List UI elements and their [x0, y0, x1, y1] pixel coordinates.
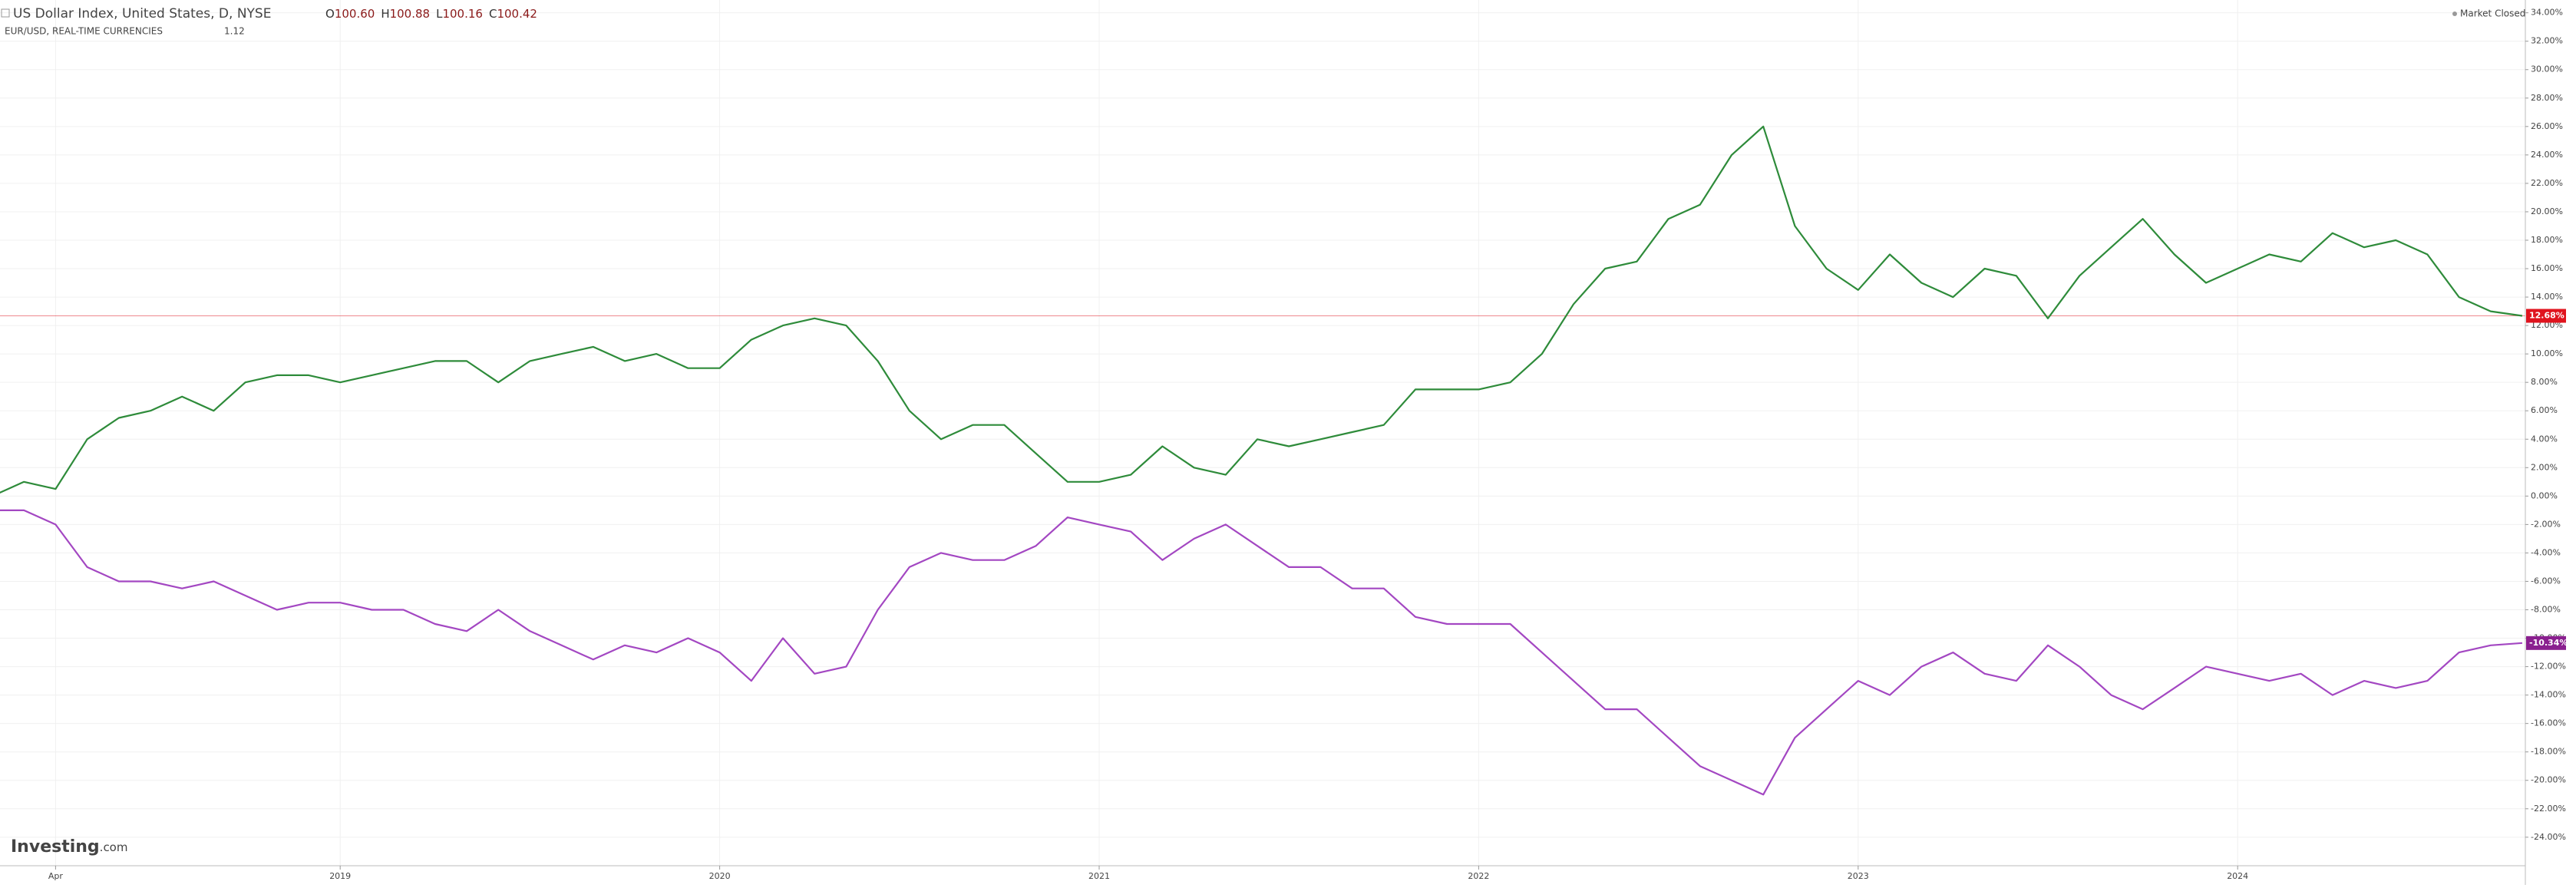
y-tick-label: 6.00%: [2531, 405, 2558, 415]
y-tick-label: 24.00%: [2531, 150, 2563, 160]
x-tick-label: Apr: [48, 871, 64, 881]
ohlc-key: H: [381, 7, 389, 21]
logo: Investing.com: [11, 837, 127, 857]
ohlc-value: 100.16: [442, 7, 483, 21]
y-tick-label: 2.00%: [2531, 462, 2558, 472]
series-line: [0, 509, 2523, 796]
ohlc-key: C: [489, 7, 497, 21]
market-status: Market Closed: [2460, 8, 2525, 19]
y-tick-label: 14.00%: [2531, 292, 2563, 302]
y-tick-label: 4.00%: [2531, 434, 2558, 444]
y-tick-label: -2.00%: [2531, 519, 2561, 529]
compare-symbol: EUR/USD, REAL-TIME CURRENCIES: [5, 26, 163, 37]
y-tick-label: 28.00%: [2531, 93, 2563, 103]
x-tick-label: 2024: [2227, 871, 2248, 881]
ohlc-value: 100.88: [390, 7, 431, 21]
ohlc-key: O: [325, 7, 335, 21]
symbol-title: US Dollar Index, United States, D, NYSE: [13, 6, 271, 21]
ohlc: O100.60 H100.88 L100.16 C100.42: [325, 7, 537, 21]
x-tick-label: 2021: [1088, 871, 1110, 881]
y-tick-label: 26.00%: [2531, 121, 2563, 131]
x-tick-label: 2020: [709, 871, 731, 881]
y-tick-label: 10.00%: [2531, 348, 2563, 358]
status-dot: [2452, 12, 2457, 16]
last-value-badge: [2526, 309, 2566, 323]
y-tick-label: 22.00%: [2531, 178, 2563, 188]
plot-area: [0, 125, 2523, 796]
logo-main: Investing: [11, 837, 100, 857]
y-tick-label: -12.00%: [2531, 662, 2566, 672]
y-tick-label: -6.00%: [2531, 576, 2561, 586]
y-tick-label: -4.00%: [2531, 547, 2561, 557]
logo-suffix: .com: [100, 840, 128, 854]
y-tick-label: -14.00%: [2531, 690, 2566, 700]
y-tick-label: 18.00%: [2531, 235, 2563, 245]
y-tick-label: 16.00%: [2531, 263, 2563, 273]
last-value-label: -10.34%: [2529, 638, 2568, 648]
y-tick-label: 20.00%: [2531, 206, 2563, 216]
y-tick-label: -8.00%: [2531, 604, 2561, 614]
y-tick-label: -18.00%: [2531, 747, 2566, 757]
last-value-badge: [2526, 635, 2566, 650]
y-tick-label: -22.00%: [2531, 804, 2566, 814]
y-tick-label: -20.00%: [2531, 775, 2566, 785]
y-tick-label: 32.00%: [2531, 36, 2563, 46]
last-value-label: 12.68%: [2529, 311, 2564, 321]
ohlc-value: 100.42: [497, 7, 537, 21]
y-tick-label: -24.00%: [2531, 832, 2566, 842]
series-line: [0, 125, 2523, 494]
y-tick-label: 30.00%: [2531, 64, 2563, 74]
x-tick-label: 2019: [329, 871, 351, 881]
collapse-icon[interactable]: [1, 8, 10, 18]
x-tick-label: 2023: [1848, 871, 1869, 881]
x-tick-label: 2022: [1468, 871, 1489, 881]
compare-value: 1.12: [224, 26, 245, 37]
y-tick-label: 34.00%: [2531, 8, 2563, 18]
ohlc-value: 100.60: [335, 7, 375, 21]
grid: [0, 0, 2525, 866]
ohlc-key: L: [436, 7, 443, 21]
y-tick-label: -16.00%: [2531, 718, 2566, 728]
y-tick-label: 0.00%: [2531, 490, 2558, 500]
axes: -24.00% -22.00% -20.00% -18.00% -16.00% -14.0…: [48, 8, 2568, 881]
y-tick-label: 8.00%: [2531, 377, 2558, 387]
